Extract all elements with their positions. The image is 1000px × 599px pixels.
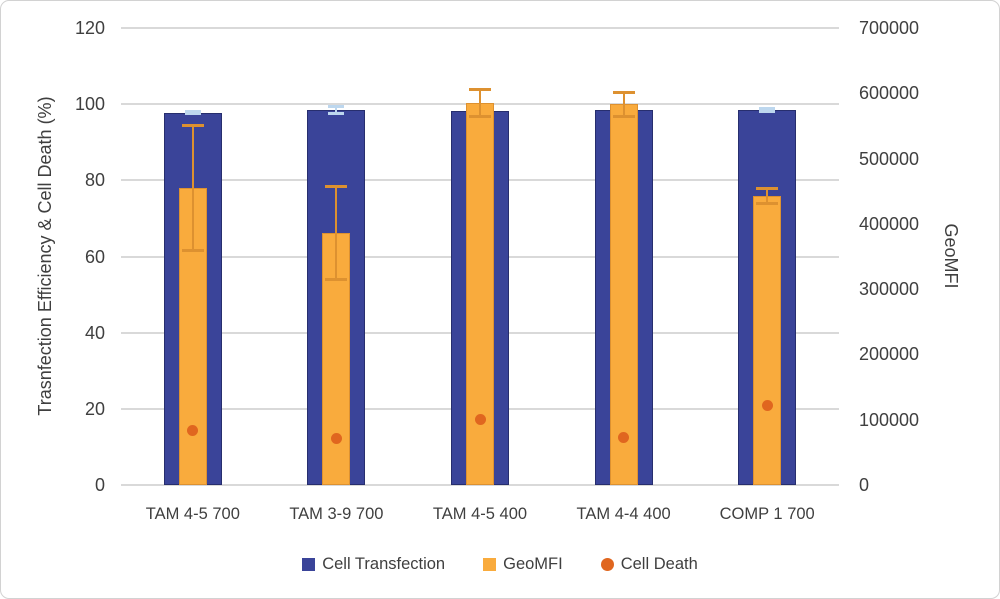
- right-axis-tick-label: 700000: [859, 18, 920, 38]
- category-label: COMP 1 700: [719, 505, 815, 523]
- error-bar-geomfi: [191, 125, 194, 251]
- error-cap: [759, 110, 776, 114]
- error-cap: [469, 115, 491, 119]
- right-axis-tick-label: 100000: [859, 409, 920, 430]
- error-bar-cell-transfection: [766, 107, 769, 113]
- bar-geomfi: [609, 104, 638, 485]
- error-bar-cell-transfection: [335, 106, 338, 114]
- error-cap: [184, 109, 201, 113]
- right-axis-tick-label: 400000: [859, 213, 920, 234]
- error-cap: [325, 184, 348, 188]
- right-axis-tick-label: 300000: [859, 279, 920, 300]
- gridline: [121, 27, 839, 29]
- legend-label: Cell Transfection: [322, 555, 446, 573]
- right-axis-tick-label: 200000: [859, 344, 920, 365]
- cell-death-dot: [618, 432, 630, 444]
- bar-geomfi: [753, 195, 782, 485]
- left-axis-tick-label: 40: [84, 322, 105, 343]
- category-label: TAM 4-5 400: [432, 505, 528, 523]
- error-cap: [469, 87, 491, 91]
- bar-geomfi: [466, 103, 494, 485]
- error-cap: [612, 90, 635, 94]
- right-axis-tick-label: 0: [859, 475, 870, 495]
- cell-death-dot: [187, 425, 199, 437]
- cell-death-dot: [330, 433, 342, 445]
- right-axis-title: GeoMFI: [941, 223, 961, 289]
- left-axis-tick-label: 100: [74, 94, 105, 115]
- error-bar-geomfi: [622, 91, 625, 117]
- left-axis-tick-label: 80: [84, 170, 105, 191]
- gridline: [121, 484, 839, 486]
- cell-death-dot: [474, 413, 486, 425]
- legend-item: GeoMFI: [483, 554, 563, 574]
- right-axis-tick-label: 600000: [859, 83, 920, 104]
- left-axis-tick-label: 20: [84, 398, 105, 419]
- error-cap: [328, 111, 345, 115]
- error-bar-geomfi: [766, 187, 769, 204]
- error-cap: [756, 186, 779, 190]
- error-cap: [181, 248, 204, 252]
- left-axis-title: Trasnfection Efficiency & Cell Death (%): [35, 96, 55, 416]
- cell-death-dot: [761, 399, 773, 411]
- error-cap: [756, 201, 779, 205]
- right-axis-tick-label: 500000: [859, 148, 920, 169]
- category-label: TAM 3-9 700: [289, 505, 384, 523]
- left-axis-tick-label: 120: [74, 18, 105, 38]
- legend-marker-square-icon: [483, 557, 497, 571]
- legend-label: Cell Death: [620, 555, 698, 573]
- legend: Cell Transfection GeoMFI Cell Death: [1, 551, 999, 577]
- error-bar-geomfi: [479, 88, 481, 118]
- left-axis-tick-label: 60: [84, 246, 105, 267]
- error-cap: [325, 278, 348, 281]
- error-cap: [181, 124, 204, 128]
- error-cap: [759, 106, 776, 110]
- legend-marker-square-icon: [302, 557, 316, 571]
- legend-item: Cell Transfection: [302, 554, 445, 574]
- category-label: TAM 4-5 700: [145, 505, 240, 523]
- legend-item: Cell Death: [600, 554, 698, 574]
- legend-label: GeoMFI: [503, 555, 563, 573]
- legend-marker-circle-icon: [600, 557, 614, 571]
- category-label: TAM 4-4 400: [576, 505, 671, 523]
- error-cap: [612, 114, 635, 118]
- error-cap: [328, 105, 345, 109]
- error-cap: [184, 112, 201, 116]
- error-bar-geomfi: [335, 185, 338, 280]
- left-axis-tick-label: 0: [94, 475, 105, 495]
